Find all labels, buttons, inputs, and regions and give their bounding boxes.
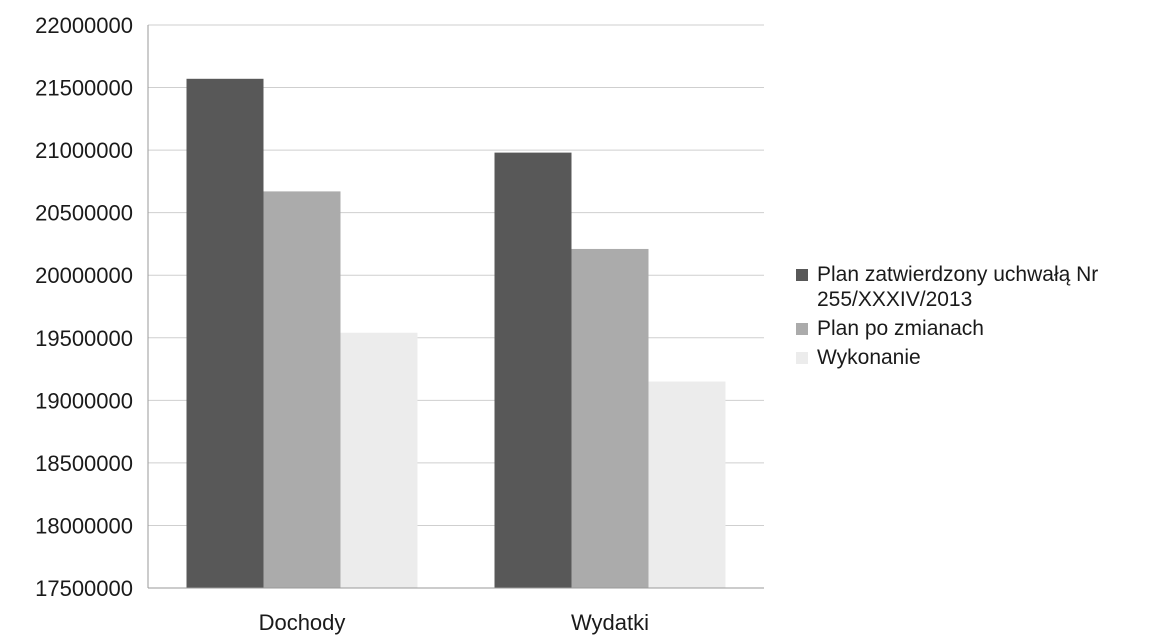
y-tick-label: 22000000 xyxy=(35,13,133,38)
legend-item: Wykonanie xyxy=(796,345,1166,370)
y-tick-label: 21500000 xyxy=(35,76,133,101)
bars xyxy=(186,78,726,589)
legend-swatch xyxy=(796,352,808,364)
x-category-label: Wydatki xyxy=(571,610,649,635)
legend-swatch xyxy=(796,323,808,335)
bar-dochody-series-1 xyxy=(186,78,264,588)
bar-wydatki-series-1 xyxy=(494,152,572,588)
y-axis-ticks: 22000000 21500000 21000000 20500000 20000000… xyxy=(35,13,133,601)
x-axis-categories: Dochody Wydatki xyxy=(259,610,649,635)
bar-wydatki-series-2 xyxy=(571,248,649,588)
legend-label: Plan po zmianach xyxy=(817,317,984,340)
y-tick-label: 20000000 xyxy=(35,263,133,288)
y-tick-label: 19500000 xyxy=(35,326,133,351)
y-tick-label: 20500000 xyxy=(35,201,133,226)
y-tick-label: 18500000 xyxy=(35,451,133,476)
x-category-label: Dochody xyxy=(259,610,346,635)
y-tick-label: 18000000 xyxy=(35,513,133,538)
bar-dochody-series-3 xyxy=(340,332,418,588)
bar-dochody-series-2 xyxy=(263,191,341,589)
y-tick-label: 19000000 xyxy=(35,388,133,413)
y-tick-label: 21000000 xyxy=(35,138,133,163)
legend-label: Wykonanie xyxy=(817,346,921,369)
legend: Plan zatwierdzony uchwałą Nr 255/XXXIV/2… xyxy=(796,262,1166,374)
legend-swatch xyxy=(796,269,808,281)
legend-item: Plan zatwierdzony uchwałą Nr 255/XXXIV/2… xyxy=(796,262,1166,312)
legend-label: Plan zatwierdzony uchwałą Nr 255/XXXIV/2… xyxy=(817,263,1099,311)
legend-item: Plan po zmianach xyxy=(796,316,1166,341)
axes xyxy=(147,25,764,589)
y-tick-label: 17500000 xyxy=(35,576,133,601)
bar-wydatki-series-3 xyxy=(648,381,726,588)
